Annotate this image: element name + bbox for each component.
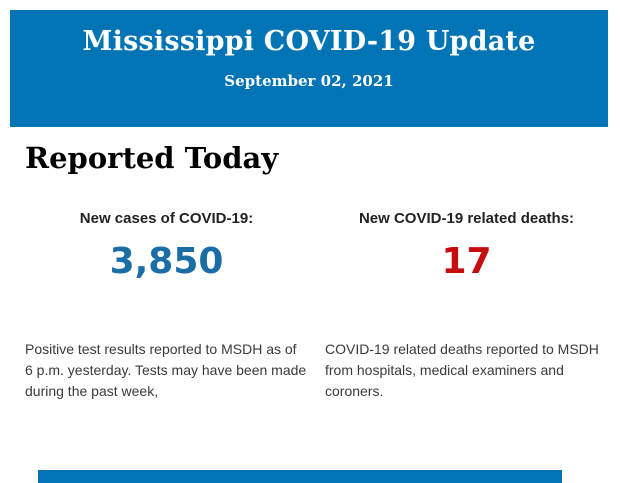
new-cases-description: Positive test results reported to MSDH a… bbox=[25, 341, 307, 399]
section-title: Reported Today bbox=[25, 141, 279, 175]
header-banner: Mississippi COVID-19 Update September 02… bbox=[10, 10, 608, 127]
page-title: Mississippi COVID-19 Update bbox=[82, 26, 536, 57]
descriptions-row: Positive test results reported to MSDH a… bbox=[25, 339, 608, 402]
new-deaths-value: 17 bbox=[441, 241, 492, 282]
new-deaths-label: New COVID-19 related deaths: bbox=[358, 210, 575, 227]
new-cases-value: 3,850 bbox=[109, 241, 224, 282]
stat-new-cases: New cases of COVID-19: 3,850 bbox=[25, 210, 308, 280]
new-cases-label: New cases of COVID-19: bbox=[79, 210, 254, 227]
stats-row: New cases of COVID-19: 3,850 New COVID-1… bbox=[25, 210, 608, 280]
stat-new-deaths: New COVID-19 related deaths: 17 bbox=[325, 210, 608, 280]
footer-bar bbox=[38, 470, 562, 483]
new-deaths-description: COVID-19 related deaths reported to MSDH… bbox=[325, 341, 599, 399]
header-date: September 02, 2021 bbox=[224, 72, 394, 90]
